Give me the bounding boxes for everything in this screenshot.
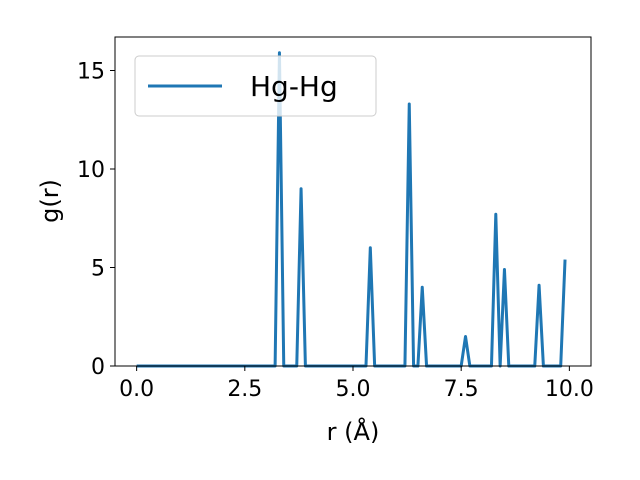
- y-axis-label: g(r): [36, 179, 64, 223]
- legend: Hg-Hg: [134, 55, 377, 117]
- x-tick-label: 5.0: [336, 377, 371, 402]
- legend-label: Hg-Hg: [250, 70, 338, 103]
- x-tick-label: 2.5: [227, 377, 262, 402]
- x-tick-label: 7.5: [444, 377, 479, 402]
- y-tick-label: 5: [91, 256, 105, 281]
- y-tick-label: 10: [77, 158, 105, 183]
- y-tick-label: 0: [91, 355, 105, 380]
- axis-ticks: 0.0 2.5 5.0 7.5 10.0 0 5 10 15: [77, 59, 594, 402]
- x-axis-label: r (Å): [327, 417, 380, 446]
- x-tick-label: 10.0: [545, 377, 594, 402]
- x-tick-label: 0.0: [119, 377, 154, 402]
- y-tick-label: 15: [77, 59, 105, 84]
- legend-box: [134, 55, 377, 117]
- axes-frame: [114, 36, 592, 367]
